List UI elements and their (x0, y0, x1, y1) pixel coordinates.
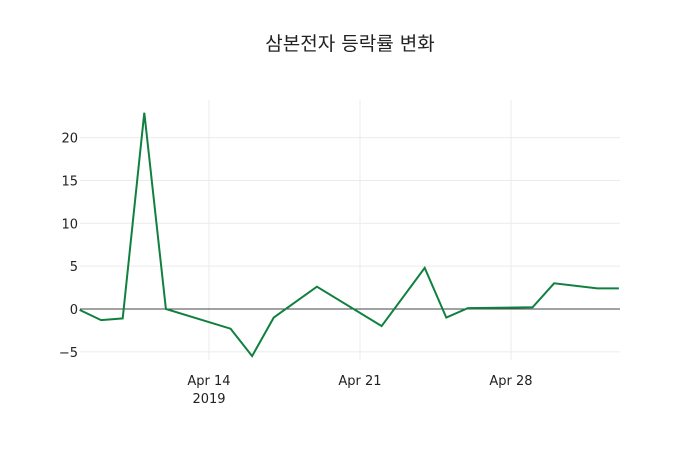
grid-lines (80, 100, 620, 360)
y-tick-label: 0 (70, 303, 78, 318)
x-tick-label: Apr 14 (187, 374, 230, 389)
x-tick-label: Apr 21 (338, 374, 381, 389)
chart-title: 삼본전자 등락률 변화 (265, 33, 435, 55)
series-line (79, 112, 619, 358)
y-tick-label: 5 (70, 260, 78, 275)
y-axis-ticks: −5 0 5 10 15 20 (59, 132, 78, 361)
x-tick-label: Apr 28 (489, 374, 532, 389)
y-tick-label: −5 (59, 346, 78, 361)
x-axis-ticks: Apr 14 2019 Apr 21 Apr 28 (187, 374, 532, 407)
y-tick-label: 10 (61, 217, 78, 232)
y-tick-label: 15 (61, 174, 78, 189)
x-tick-sublabel: 2019 (192, 392, 225, 407)
y-tick-label: 20 (61, 132, 78, 147)
